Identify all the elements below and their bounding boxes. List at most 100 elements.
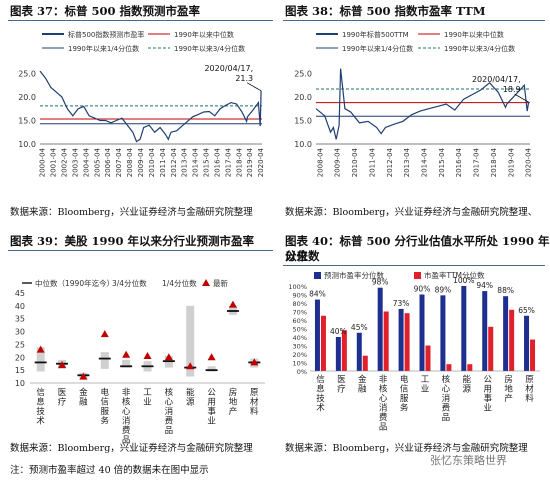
p40-bar-ttm-4	[404, 313, 410, 371]
p39-category-label-3-2: 服	[101, 407, 110, 417]
p40-legend-label-0: 预测市盈率分位数	[324, 270, 384, 280]
p40-ytick-6: 60%	[293, 317, 307, 325]
p38-xtick-5: 2013-04	[403, 147, 411, 177]
p37-xtick-4: 2004-04	[82, 147, 90, 177]
p40-category-label-3-5: 品	[379, 423, 388, 433]
p40-category-label-7-1: 源	[463, 385, 472, 395]
p39-ytick-4: 30	[15, 328, 25, 337]
p40-bar-ttm-9	[509, 309, 515, 371]
p40-bar-ttm-7	[467, 364, 473, 371]
p40-category-label-5-1: 业	[421, 384, 430, 395]
p39-category-label-4-1: 核	[122, 397, 131, 408]
p37-xtick-20: 2020-04	[257, 147, 265, 177]
p38-ytick-3: 25.0	[294, 69, 312, 78]
p39-latest-marker-5	[143, 352, 152, 359]
p40-data-label-0: 84%	[309, 290, 326, 299]
p39-category-label-1-1: 疗	[58, 397, 67, 408]
p39-category-label-6-0: 核	[165, 387, 174, 398]
p40-bar-ttm-1	[341, 330, 347, 371]
p38-ytick-2: 20.0	[294, 93, 312, 102]
p37-xtick-16: 2016-04	[213, 147, 221, 177]
p40-bar-ttm-6	[446, 364, 452, 371]
p37-xtick-2: 2002-04	[61, 147, 69, 177]
p40-data-label-6: 89%	[435, 285, 452, 294]
p40-data-label-2: 45%	[351, 323, 368, 332]
p40-category-label-4-2: 服	[400, 394, 409, 404]
p37-xtick-18: 2018-04	[235, 147, 243, 177]
p37-ytick-1: 15.0	[18, 116, 36, 125]
p38-xtick-2: 2010-04	[351, 147, 359, 177]
p37-xtick-15: 2015-04	[203, 147, 211, 177]
p39-title: 图表 39：美股 1990 年以来分行业预测市盈率	[10, 234, 255, 248]
p40-category-label-0-3: 术	[316, 403, 325, 414]
p40-bar-forward-5	[419, 294, 425, 371]
p40-source: 数据来源：Bloomberg，兴业证券经济与金融研究院整理	[285, 443, 528, 454]
p40-category-label-4-3: 务	[400, 403, 409, 414]
p39-latest-marker-9	[228, 300, 237, 308]
p40-bar-ttm-3	[383, 311, 389, 371]
p37-xtick-7: 2007-04	[115, 147, 123, 177]
p39-latest-marker-2	[79, 372, 88, 380]
p37-xtick-12: 2012-04	[170, 147, 178, 177]
p37-series-line	[39, 70, 262, 143]
p40-category-label-9-0: 房	[504, 374, 513, 385]
p37-title: 图表 37：标普 500 指数预测市盈率	[10, 4, 201, 18]
p40-bar-ttm-2	[362, 355, 368, 371]
p39-category-label-10-2: 料	[250, 406, 259, 417]
p39-legend-label-0: 中位数（1990年迄今）	[35, 278, 114, 288]
p40-category-label-6-0: 核	[442, 374, 451, 385]
p37-legend-label-3: 1990年以来3/4分位数	[174, 44, 245, 53]
p39-ytick-3: 25	[15, 340, 25, 349]
p38-xtick-10: 2018-04	[490, 147, 498, 177]
p37-legend-label-1: 1990年以来中位数	[174, 30, 234, 39]
p38-legend-label-0: 1990年标普500TTM	[342, 30, 409, 39]
p38-legend-label-3: 1990年以来3/4分位数	[444, 44, 515, 53]
p40-category-label-3-2: 心	[379, 394, 388, 404]
p37-xtick-1: 2001-04	[50, 147, 58, 177]
p39-category-label-7-0: 能	[186, 387, 195, 398]
p40-category-label-8-0: 公	[483, 375, 492, 385]
p40-category-label-3-0: 非	[379, 374, 388, 385]
p40-category-label-10-0: 原	[525, 375, 534, 385]
p39-title-rule	[8, 250, 273, 251]
p39-category-label-0-0: 信	[36, 387, 45, 398]
p39-category-label-8-0: 公	[207, 388, 216, 398]
p40-category-label-6-3: 费	[442, 403, 451, 414]
p40-ytick-9: 90%	[293, 292, 307, 300]
p40-bar-forward-0	[314, 299, 320, 371]
p38-xtick-9: 2017-04	[473, 147, 481, 177]
p40-bar-ttm-0	[320, 315, 326, 371]
p39-legend-label-1: 3/4分位数	[112, 278, 147, 288]
p40-bar-forward-8	[482, 291, 488, 371]
p40-bar-forward-7	[461, 286, 467, 371]
p40-title-line2: 分位数	[285, 249, 320, 263]
p39-category-label-9-2: 产	[229, 406, 238, 417]
p40-legend-swatch-0	[314, 272, 321, 279]
p39-legend-label-3: 最新	[213, 278, 228, 288]
p39-ytick-0: 10	[15, 379, 25, 388]
p39-category-label-3-0: 电	[101, 387, 110, 398]
p39-category-label-0-2: 技	[36, 406, 45, 417]
p40-bar-forward-2	[356, 332, 362, 371]
p38-xtick-11: 2019-04	[507, 147, 515, 177]
p40-ytick-3: 30%	[293, 343, 307, 351]
p40-data-label-4: 73%	[393, 299, 410, 308]
p39-category-label-9-0: 房	[229, 387, 238, 398]
p39-category-label-8-3: 业	[207, 416, 216, 427]
p37-xtick-9: 2009-04	[137, 147, 145, 177]
p40-category-label-0-2: 技	[316, 393, 325, 404]
p40-bar-forward-3	[377, 287, 383, 371]
p39-legend-swatch-3	[202, 279, 210, 286]
p40-category-label-3-3: 消	[379, 403, 388, 414]
p40-category-label-4-0: 电	[400, 374, 409, 385]
p38-chart: 1990年标普500TTM 1990年以来中位数 1990年以来1/4分位数 1990…	[294, 30, 532, 177]
p39-category-label-1-0: 医	[58, 388, 67, 398]
p38-legend-label-2: 1990年以来1/4分位数	[342, 44, 413, 53]
p40-category-label-6-2: 消	[442, 393, 451, 404]
p40-ytick-5: 50%	[293, 326, 307, 334]
p38-xtick-6: 2014-04	[420, 147, 428, 177]
p39-category-label-8-1: 用	[207, 398, 216, 408]
p39-category-label-4-0: 非	[122, 387, 131, 398]
p37-annotation-date: 2020/04/17,	[204, 64, 253, 73]
p40-legend-label-1: 市盈率TTM分位数	[424, 270, 485, 280]
